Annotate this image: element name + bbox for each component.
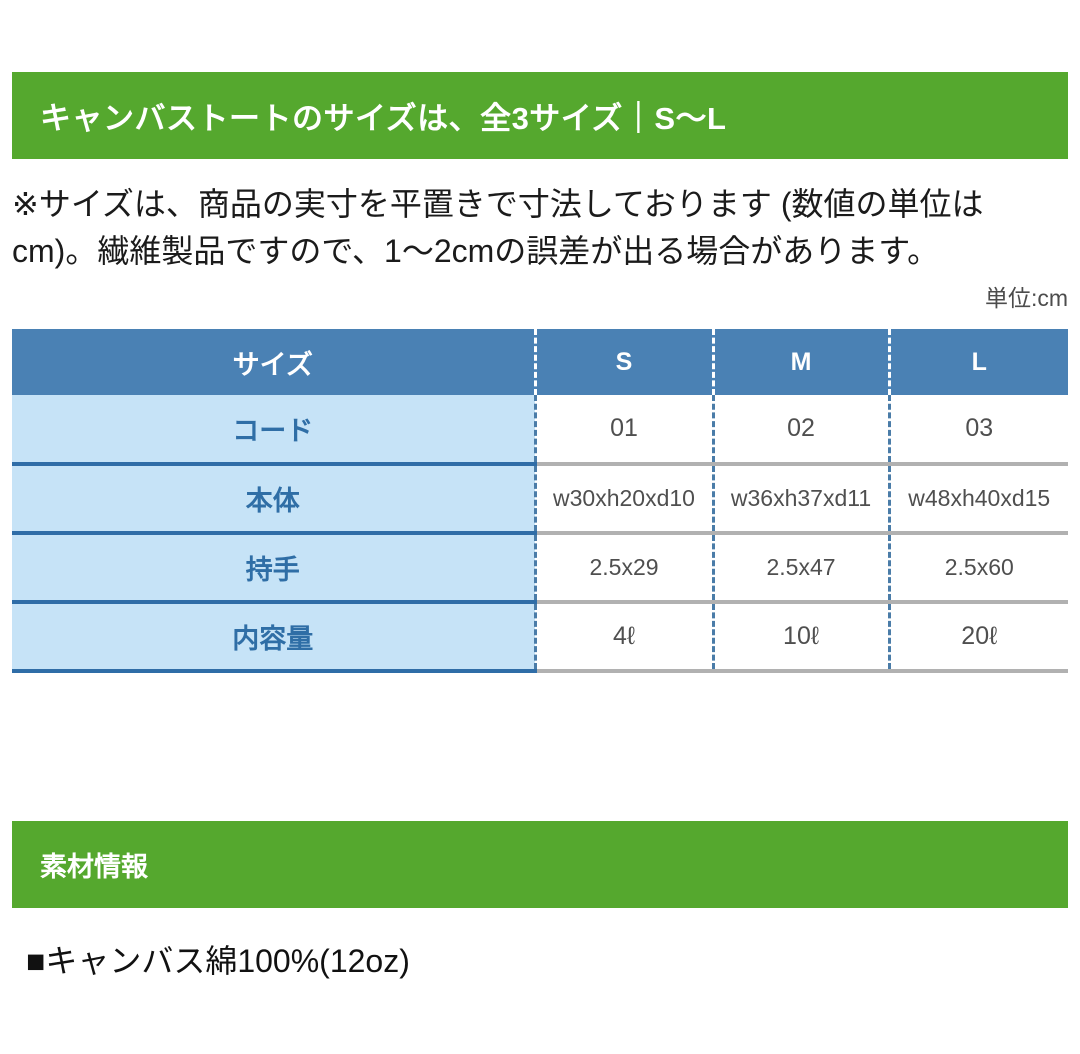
cell-handle-m: 2.5x47 [711,533,889,604]
row-label-capacity: 内容量 [12,602,535,673]
cell-body-s: w30xh20xd10 [533,464,713,535]
cell-handle-l: 2.5x60 [887,533,1068,604]
column-header-size: サイズ [12,329,535,395]
column-header-m: M [711,329,889,395]
row-label-code: コード [12,395,535,466]
cell-body-m: w36xh37xd11 [711,464,889,535]
cell-capacity-m: 10ℓ [711,602,889,673]
size-section-title: キャンバストートのサイズは、全3サイズ｜S〜L [40,101,727,136]
row-label-handle: 持手 [12,533,535,604]
row-label-body: 本体 [12,464,535,535]
size-section-header-bar: キャンバストートのサイズは、全3サイズ｜S〜L [12,72,1068,159]
cell-capacity-s: 4ℓ [533,602,713,673]
cell-body-l: w48xh40xd15 [887,464,1068,535]
column-header-s: S [533,329,713,395]
column-header-l: L [887,329,1068,395]
table-row-capacity: 内容量 4ℓ 10ℓ 20ℓ [12,602,1068,673]
cell-code-l: 03 [887,395,1068,466]
measurement-note: ※サイズは、商品の実寸を平置きで寸法しております (数値の単位は cm)。繊維製… [12,181,1068,275]
page-content: キャンバストートのサイズは、全3サイズ｜S〜L ※サイズは、商品の実寸を平置きで… [12,72,1068,982]
size-table-header-row: サイズ S M L [12,329,1068,395]
cell-code-m: 02 [711,395,889,466]
unit-label: 単位:cm [984,285,1068,311]
material-text: ■キャンバス綿100%(12oz) [26,943,410,979]
cell-code-s: 01 [533,395,713,466]
cell-handle-s: 2.5x29 [533,533,713,604]
measurement-note-line-2: cm)。繊維製品ですので、1〜2cmの誤差が出る場合があります。 [12,233,940,269]
table-row-handle: 持手 2.5x29 2.5x47 2.5x60 [12,533,1068,604]
material-section-title: 素材情報 [40,852,148,882]
table-row-code: コード 01 02 03 [12,395,1068,466]
material-section-header-bar: 素材情報 [12,821,1068,908]
table-row-body: 本体 w30xh20xd10 w36xh37xd11 w48xh40xd15 [12,464,1068,535]
size-table: サイズ S M L コード 01 02 03 本体 w30xh20xd10 w3… [12,329,1068,673]
measurement-note-line-1: ※サイズは、商品の実寸を平置きで寸法しております (数値の単位は [12,186,984,222]
cell-capacity-l: 20ℓ [887,602,1068,673]
